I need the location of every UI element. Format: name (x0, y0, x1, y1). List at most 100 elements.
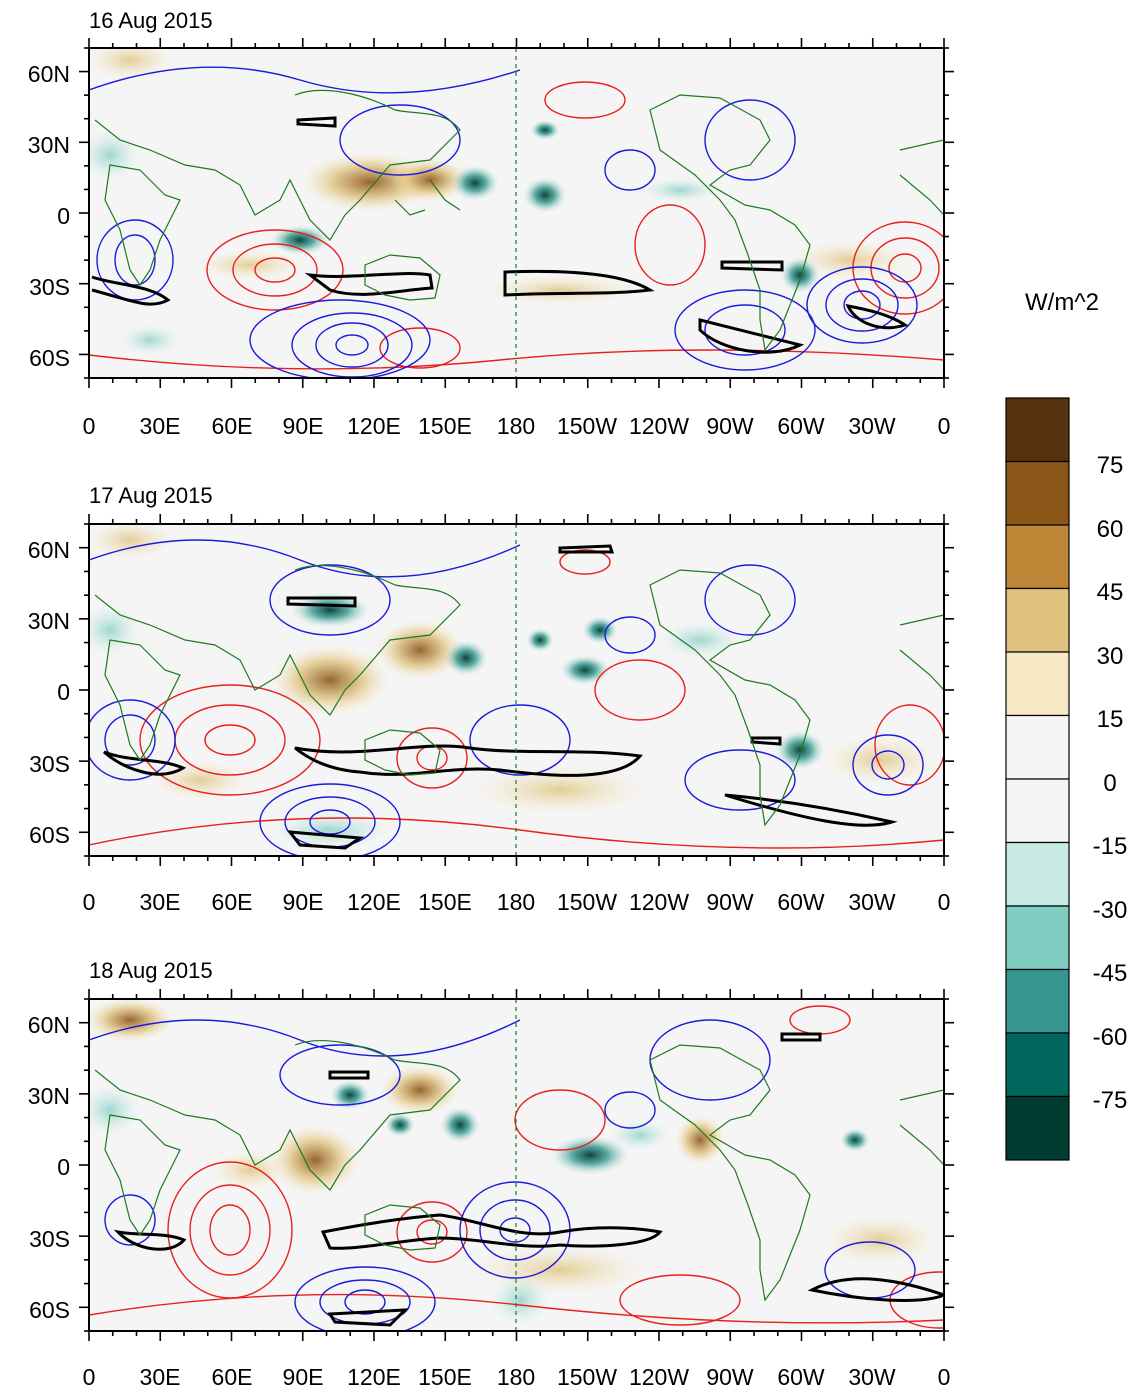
lat-label: 30N (28, 608, 70, 634)
lat-label: 60S (29, 1297, 70, 1323)
panel-1-lat-labels: 60N 30N 0 30S 60S (28, 61, 70, 371)
colorbar-tick-label: 15 (1097, 706, 1124, 733)
colorbar-swatch (1005, 714, 1070, 780)
colorbar-tick-label: 45 (1097, 579, 1124, 606)
lon-label: 180 (497, 1364, 535, 1390)
lon-label: 120W (629, 889, 689, 915)
lon-label: 30E (140, 413, 181, 439)
lat-label: 30N (28, 132, 70, 158)
panel-1-lon-labels: 0 30E 60E 90E 120E 150E 180 150W 120W 90… (83, 413, 951, 439)
colorbar-swatch (1005, 841, 1070, 907)
panel-3-lon-labels: 0 30E 60E 90E 120E 150E 180 150W 120W 90… (83, 1364, 951, 1390)
colorbar-tick-label: -15 (1093, 833, 1128, 860)
colorbar-swatch (1005, 651, 1070, 717)
colorbar-swatch (1005, 397, 1070, 463)
panel-2-shading (89, 524, 944, 856)
panel-3-shading (89, 999, 944, 1331)
panel-2-lat-labels: 60N 30N 0 30S 60S (28, 537, 70, 848)
lat-label: 60N (28, 537, 70, 563)
lon-label: 180 (497, 413, 535, 439)
lon-label: 60E (212, 889, 253, 915)
lat-label: 60S (29, 822, 70, 848)
colorbar-swatch (1005, 460, 1070, 526)
colorbar-labels: 75 60 45 30 15 0 -15 -30 -45 -60 -75 (1093, 452, 1128, 1114)
lon-label: 90E (283, 889, 324, 915)
colorbar-swatch (1005, 587, 1070, 653)
lon-label: 150E (418, 889, 472, 915)
map-panel-1: 16 Aug 2015 (28, 8, 954, 439)
lon-label: 0 (83, 889, 96, 915)
colorbar-tick-label: -75 (1093, 1087, 1128, 1114)
lon-label: 90W (706, 889, 754, 915)
colorbar-tick-label: 75 (1097, 452, 1124, 479)
lat-label: 0 (57, 679, 70, 705)
lon-label: 0 (83, 1364, 96, 1390)
lon-label: 60E (212, 413, 253, 439)
lon-label: 30E (140, 1364, 181, 1390)
lon-label: 60W (777, 889, 825, 915)
lat-label: 0 (57, 203, 70, 229)
lon-label: 120W (629, 1364, 689, 1390)
panel-3-lat-labels: 60N 30N 0 30S 60S (28, 1012, 70, 1323)
lat-label: 60S (29, 345, 70, 371)
colorbar-tick-label: -60 (1093, 1024, 1128, 1051)
colorbar-swatch (1005, 1032, 1070, 1098)
panel-3-ticks (79, 989, 954, 1341)
panel-2-date: 17 Aug 2015 (89, 483, 213, 508)
lat-label: 60N (28, 1012, 70, 1038)
lon-label: 60W (777, 1364, 825, 1390)
lon-label: 0 (83, 413, 96, 439)
lon-label: 60E (212, 1364, 253, 1390)
lon-label: 150W (557, 889, 617, 915)
colorbar-tick-label: -45 (1093, 960, 1128, 987)
lon-label: 120E (347, 1364, 401, 1390)
lon-label: 30W (848, 1364, 896, 1390)
colorbar-swatch (1005, 905, 1070, 971)
panel-1-date: 16 Aug 2015 (89, 8, 213, 33)
lat-label: 60N (28, 61, 70, 87)
lon-label: 120W (629, 413, 689, 439)
lon-label: 90E (283, 1364, 324, 1390)
colorbar-swatch (1005, 1095, 1070, 1161)
lon-label: 60W (777, 413, 825, 439)
panel-1-ticks (79, 38, 954, 388)
lat-label: 0 (57, 1154, 70, 1180)
colorbar-swatch (1005, 524, 1070, 590)
panel-2-lon-labels: 0 30E 60E 90E 120E 150E 180 150W 120W 90… (83, 889, 951, 915)
lon-label: 30W (848, 889, 896, 915)
panel-2-ticks (79, 514, 954, 866)
colorbar-tick-label: 0 (1103, 770, 1116, 797)
colorbar-swatch (1005, 968, 1070, 1034)
lon-label: 0 (938, 889, 951, 915)
colorbar-tick-label: -30 (1093, 897, 1128, 924)
colorbar-swatches (1005, 397, 1070, 1161)
colorbar-units-label: W/m^2 (1025, 289, 1099, 316)
lat-label: 30S (29, 1226, 70, 1252)
map-panel-2: 17 Aug 2015 (28, 483, 954, 915)
colorbar-tick-label: 30 (1097, 643, 1124, 670)
panel-3-date: 18 Aug 2015 (89, 958, 213, 983)
lon-label: 0 (938, 413, 951, 439)
lon-label: 0 (938, 1364, 951, 1390)
lon-label: 150W (557, 1364, 617, 1390)
lat-label: 30S (29, 274, 70, 300)
lon-label: 30W (848, 413, 896, 439)
panel-1-shading (89, 48, 944, 378)
colorbar-tick-label: 60 (1097, 516, 1124, 543)
colorbar: W/m^2 75 60 45 30 15 0 -15 -30 -45 -60 -… (1005, 289, 1128, 1161)
lon-label: 90W (706, 413, 754, 439)
lon-label: 180 (497, 889, 535, 915)
colorbar-swatch (1005, 778, 1070, 844)
lat-label: 30S (29, 751, 70, 777)
lon-label: 90W (706, 1364, 754, 1390)
map-panel-3: 18 Aug 2015 (28, 958, 954, 1390)
lon-label: 120E (347, 889, 401, 915)
lon-label: 150E (418, 1364, 472, 1390)
lon-label: 30E (140, 889, 181, 915)
lat-label: 30N (28, 1083, 70, 1109)
lon-label: 150W (557, 413, 617, 439)
lon-label: 120E (347, 413, 401, 439)
lon-label: 150E (418, 413, 472, 439)
lon-label: 90E (283, 413, 324, 439)
